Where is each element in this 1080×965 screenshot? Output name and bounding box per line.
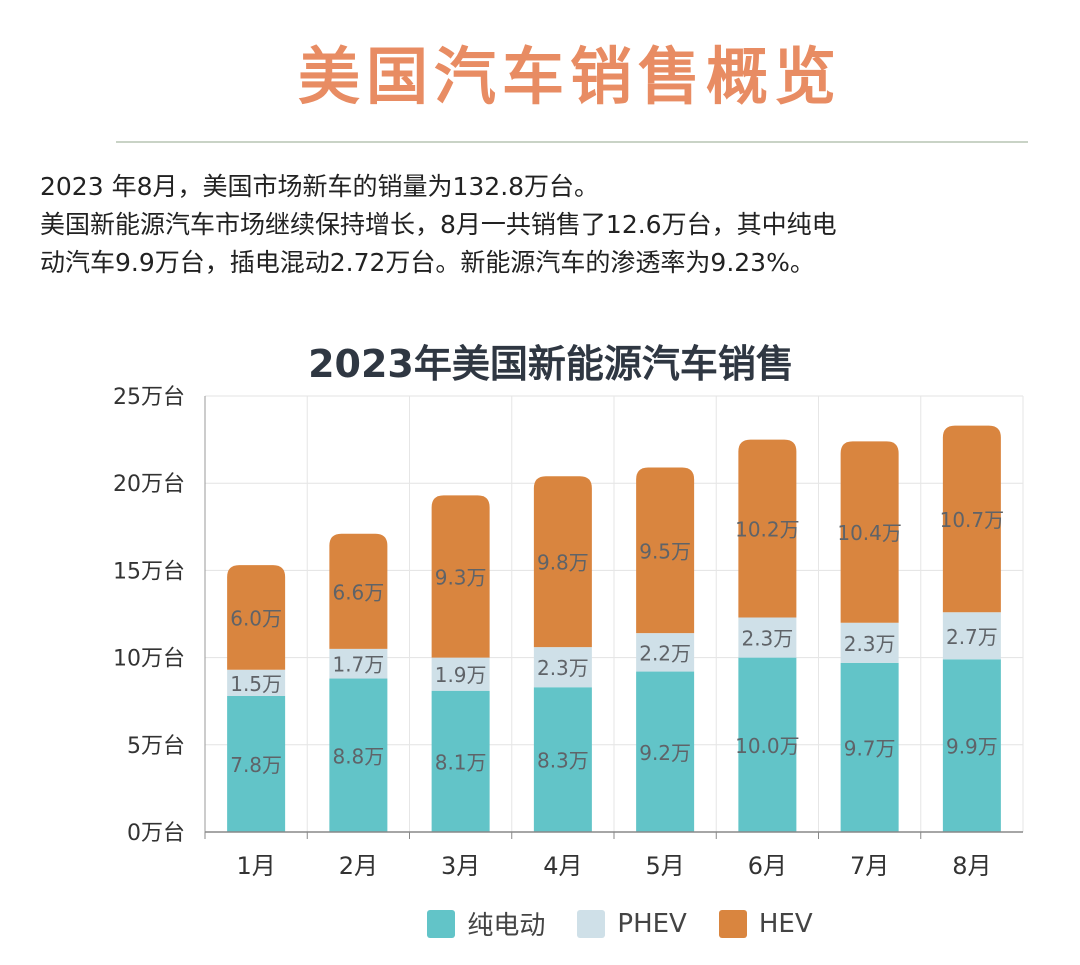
grid-layer [204,395,1024,833]
bar-segment-hev [942,425,1001,613]
bar-segment-hev [738,439,797,618]
bar-segment-bev [636,671,695,832]
x-tick-label: 6月 [748,852,787,880]
x-tick-label: 7月 [850,852,889,880]
legend-item-bev[interactable]: 纯电动 [427,905,545,942]
data-label-bev: 8.1万 [435,750,487,774]
x-tick-label: 2月 [339,852,378,880]
chart-legend: 纯电动 PHEV HEV [0,905,1080,942]
bar-segment-hev [533,476,592,648]
data-label-bev: 8.8万 [332,744,384,768]
bar-segment-phev [840,622,899,663]
bar-segment-phev [431,657,490,691]
data-labels-layer: 7.8万 1.5万 6.0万 8.8万 1.7万 6.6万 8.1万 1.9万 9.3万 8.3万… [230,508,1004,777]
data-label-hev: 10.4万 [837,521,902,545]
data-label-phev: 2.3万 [741,627,793,651]
x-tick-label: 3月 [441,852,480,880]
data-label-hev: 6.6万 [332,580,384,604]
axis-layer: 0万台 5万台 10万台 15万台 20万台 25万台 1月 2月 3月 4月 5月 6月 7月 8月 [113,385,1023,880]
data-label-bev: 9.7万 [844,736,896,760]
data-label-bev: 7.8万 [230,753,282,777]
y-tick-label: 0万台 [127,821,185,846]
intro-line-1: 2023 年8月，美国市场新车的销量为132.8万台。 [40,172,600,201]
data-label-phev: 1.5万 [230,672,282,696]
data-label-hev: 9.3万 [435,566,487,590]
y-tick-label: 20万台 [113,472,185,497]
bar-segment-bev [840,662,899,832]
page-title: 美国汽车销售概览 [297,40,842,113]
legend-swatch-bev [427,909,456,938]
y-tick-label: 10万台 [113,647,185,672]
intro-text: 2023 年8月，美国市场新车的销量为132.8万台。 美国新能源汽车市场继续保… [40,168,1040,282]
bar-segment-hev [329,533,388,649]
data-label-phev: 2.3万 [844,632,896,656]
x-tick-label: 5月 [645,852,684,880]
bar-segment-phev [533,647,592,688]
data-label-hev: 10.2万 [735,518,800,542]
bar-segment-phev [227,669,286,696]
data-label-phev: 2.3万 [537,656,589,680]
data-label-phev: 1.9万 [435,663,487,687]
bars-layer [227,425,1001,832]
data-label-bev: 8.3万 [537,749,589,773]
bar-segment-hev [636,467,695,634]
legend-label-bev: 纯电动 [467,911,546,941]
x-tick-label: 4月 [543,852,582,880]
chart-title: 2023年美国新能源汽车销售 [308,342,794,386]
data-label-phev: 2.7万 [946,625,998,649]
bar-segment-bev [431,690,490,832]
bar-segment-hev [227,565,286,670]
legend-swatch-hev [718,909,747,938]
y-tick-label: 15万台 [113,559,185,584]
bar-segment-phev [329,648,388,679]
legend-label-hev: HEV [758,908,813,939]
intro-line-3: 动汽车9.9万台，插电混动2.72万台。新能源汽车的渗透率为9.23%。 [40,248,815,277]
data-label-hev: 9.8万 [537,551,589,575]
legend-swatch-phev [577,909,606,938]
data-label-bev: 10.0万 [735,734,800,758]
data-label-phev: 1.7万 [332,653,384,677]
bar-segment-phev [636,633,695,672]
bar-segment-bev [227,695,286,832]
legend-item-hev[interactable]: HEV [718,908,813,939]
x-tick-label: 1月 [236,852,275,880]
data-label-bev: 9.2万 [639,741,691,765]
bar-segment-phev [942,612,1001,660]
intro-line-2: 美国新能源汽车市场继续保持增长，8月一共销售了12.6万台，其中纯电 [40,210,837,239]
data-label-bev: 9.9万 [946,735,998,759]
bar-segment-bev [942,659,1001,832]
y-tick-label: 5万台 [127,734,185,759]
data-label-hev: 6.0万 [230,606,282,630]
legend-label-phev: PHEV [617,908,687,939]
legend-item-phev[interactable]: PHEV [577,908,687,939]
stacked-bar-chart: 2023年美国新能源汽车销售 7.8万 1.5万 6.0万 8.8万 1.7万 6.6万 8… [113,342,1024,880]
bar-segment-phev [738,617,797,658]
bar-segment-hev [431,495,490,658]
bar-segment-hev [840,441,899,623]
x-tick-label: 8月 [952,852,991,880]
data-label-hev: 9.5万 [639,539,691,563]
bar-segment-bev [738,657,797,832]
data-label-phev: 2.2万 [639,641,691,665]
bar-segment-bev [533,687,592,832]
title-divider [116,141,1028,143]
bar-segment-bev [329,678,388,832]
data-label-hev: 10.7万 [940,508,1005,532]
y-tick-label: 25万台 [113,385,185,410]
